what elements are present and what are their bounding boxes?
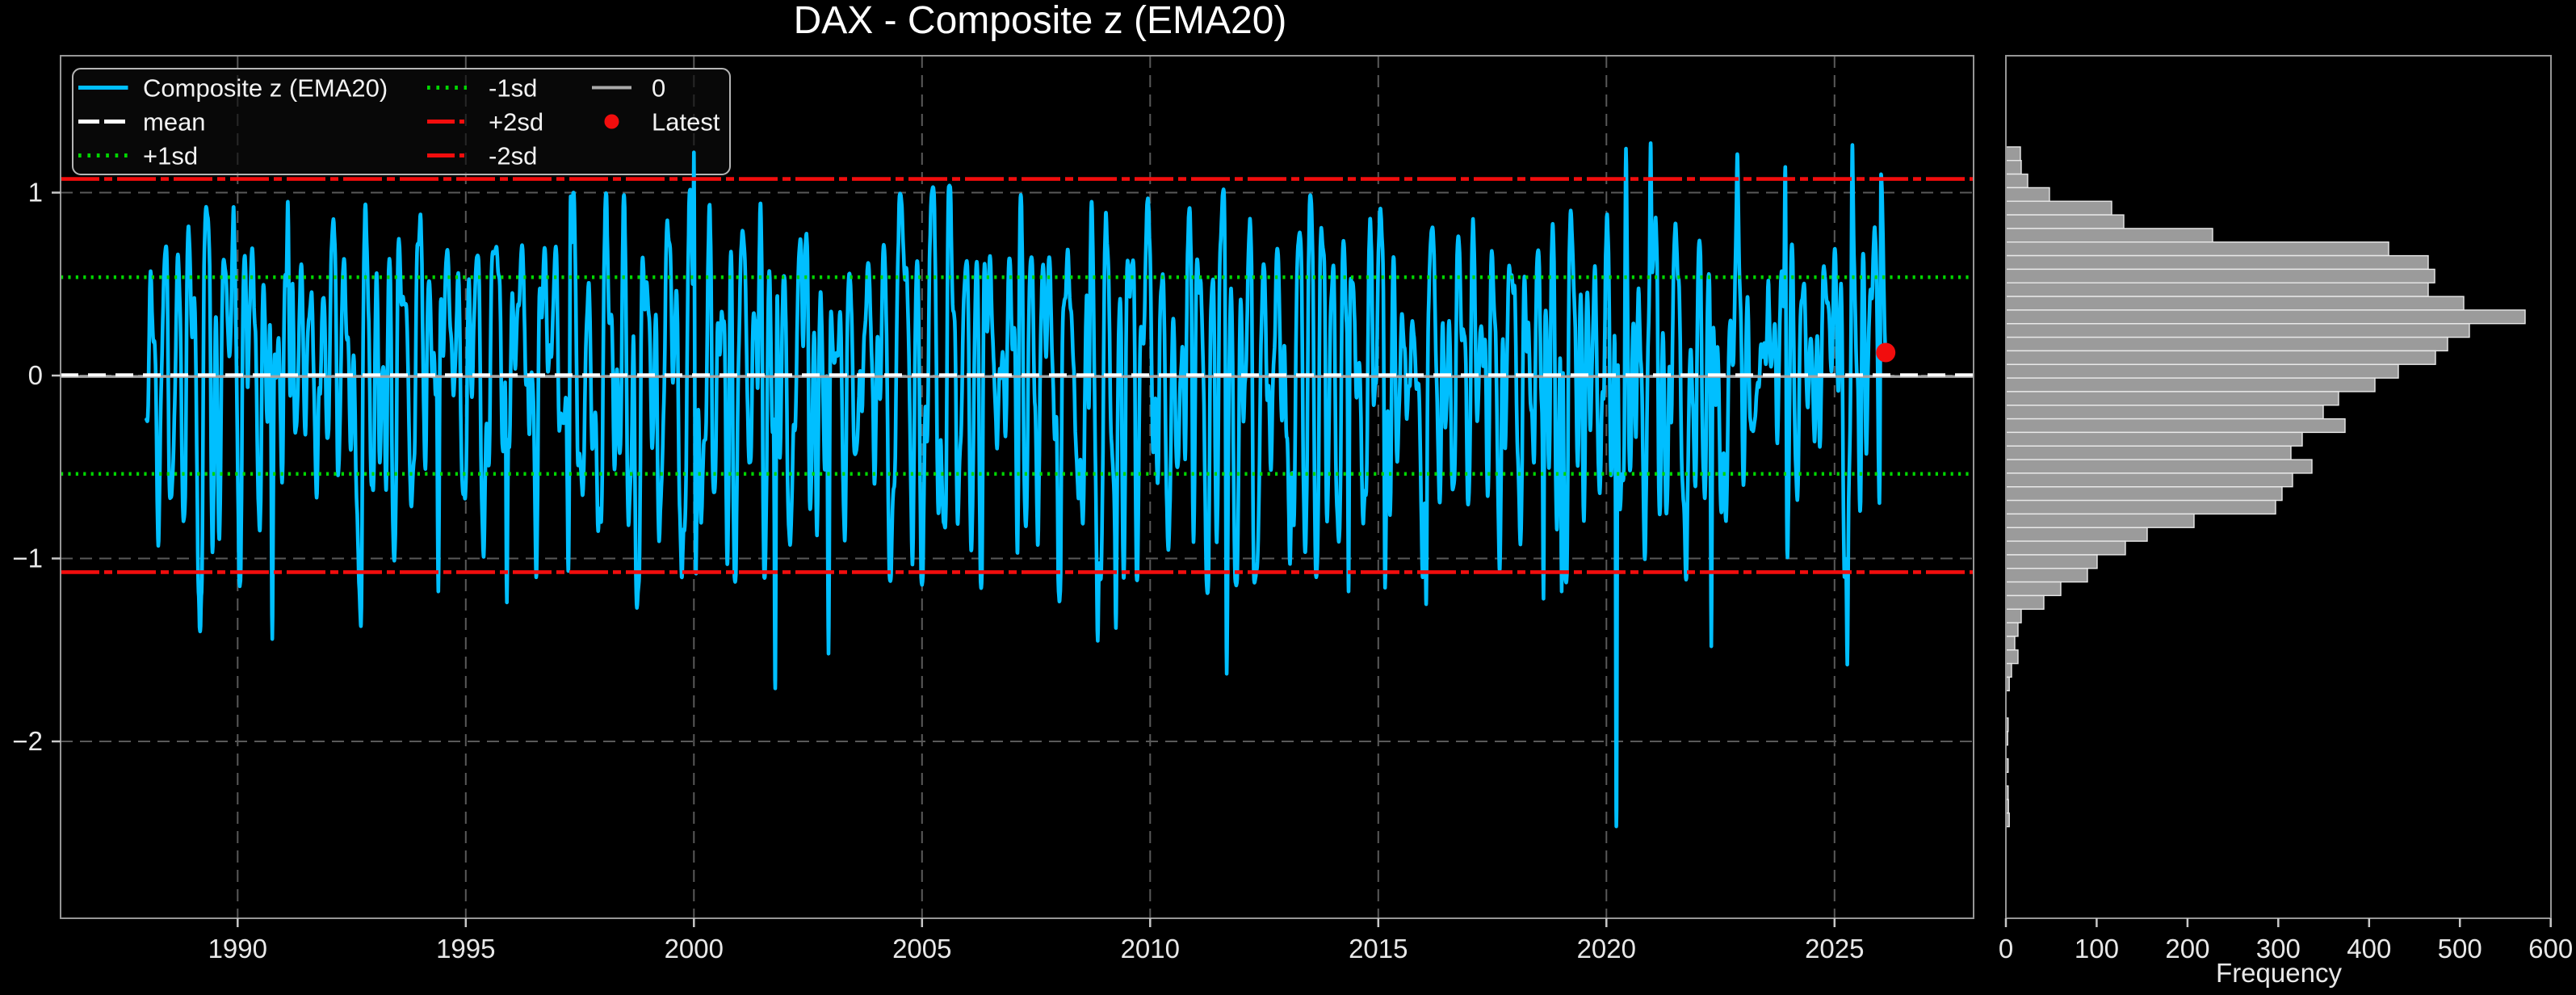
svg-text:1990: 1990 [208,934,267,964]
svg-text:2025: 2025 [1805,934,1864,964]
svg-text:2015: 2015 [1349,934,1408,964]
svg-text:-2sd: -2sd [489,142,537,170]
svg-text:0: 0 [1999,934,2013,964]
svg-text:1: 1 [28,178,43,208]
svg-text:2010: 2010 [1121,934,1180,964]
svg-text:0: 0 [28,360,43,390]
svg-text:−1: −1 [12,544,43,573]
svg-text:0: 0 [652,74,665,103]
svg-text:200: 200 [2165,934,2209,964]
svg-text:2000: 2000 [665,934,724,964]
svg-text:2005: 2005 [892,934,951,964]
svg-text:400: 400 [2347,934,2391,964]
svg-text:2020: 2020 [1577,934,1636,964]
svg-text:DAX - Composite z (EMA20): DAX - Composite z (EMA20) [794,0,1287,42]
svg-text:Latest: Latest [652,108,720,136]
svg-text:+1sd: +1sd [143,142,198,170]
svg-text:Frequency: Frequency [2216,958,2342,988]
svg-text:Composite z (EMA20): Composite z (EMA20) [143,74,388,103]
svg-text:1995: 1995 [436,934,495,964]
svg-text:+2sd: +2sd [489,108,543,136]
svg-text:600: 600 [2528,934,2573,964]
svg-text:500: 500 [2438,934,2482,964]
svg-text:-1sd: -1sd [489,74,537,103]
svg-text:300: 300 [2256,934,2301,964]
svg-text:mean: mean [143,108,206,136]
svg-text:100: 100 [2075,934,2119,964]
svg-text:−2: −2 [12,726,43,756]
